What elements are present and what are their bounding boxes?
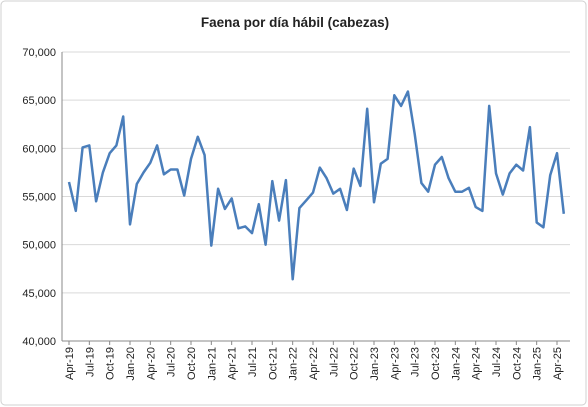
- x-tick-label: Oct-19: [105, 347, 117, 380]
- x-tick-label: Jul-20: [166, 347, 178, 377]
- chart-title: Faena por día hábil (cabezas): [201, 15, 389, 30]
- x-tick-label: Oct-21: [267, 347, 279, 380]
- x-tick-label: Jul-22: [328, 347, 340, 377]
- x-tick-label: Jul-21: [247, 347, 259, 377]
- x-tick-label: Oct-20: [186, 347, 198, 380]
- y-tick-label: 45,000: [22, 288, 56, 300]
- x-tick-label: Jan-23: [369, 347, 381, 381]
- x-tick-label: Jul-24: [491, 347, 503, 377]
- x-tick-label: Oct-22: [349, 347, 361, 380]
- x-tick-label: Jan-25: [532, 347, 544, 381]
- x-tick-label: Jul-19: [84, 347, 96, 377]
- x-tick-label: Oct-23: [430, 347, 442, 380]
- x-tick-label: Apr-19: [64, 347, 76, 380]
- y-tick-label: 50,000: [22, 240, 56, 252]
- y-tick-label: 40,000: [22, 336, 56, 348]
- y-tick-label: 55,000: [22, 192, 56, 204]
- x-tick-label: Jan-21: [206, 347, 218, 381]
- y-tick-label: 60,000: [22, 143, 56, 155]
- y-tick-label: 70,000: [22, 47, 56, 59]
- x-tick-label: Apr-20: [145, 347, 157, 380]
- y-tick-label: 65,000: [22, 95, 56, 107]
- x-tick-label: Apr-25: [552, 347, 564, 380]
- x-tick-label: Apr-24: [471, 347, 483, 380]
- x-tick-label: Apr-21: [227, 347, 239, 380]
- data-line: [67, 90, 566, 281]
- x-tick-label: Oct-24: [511, 347, 523, 380]
- x-tick-label: Jan-20: [125, 347, 137, 381]
- x-tick-label: Jan-22: [288, 347, 300, 381]
- x-tick-label: Jan-24: [450, 347, 462, 381]
- x-tick-label: Apr-22: [308, 347, 320, 380]
- x-tick-label: Apr-23: [389, 347, 401, 380]
- x-tick-label: Jul-23: [410, 347, 422, 377]
